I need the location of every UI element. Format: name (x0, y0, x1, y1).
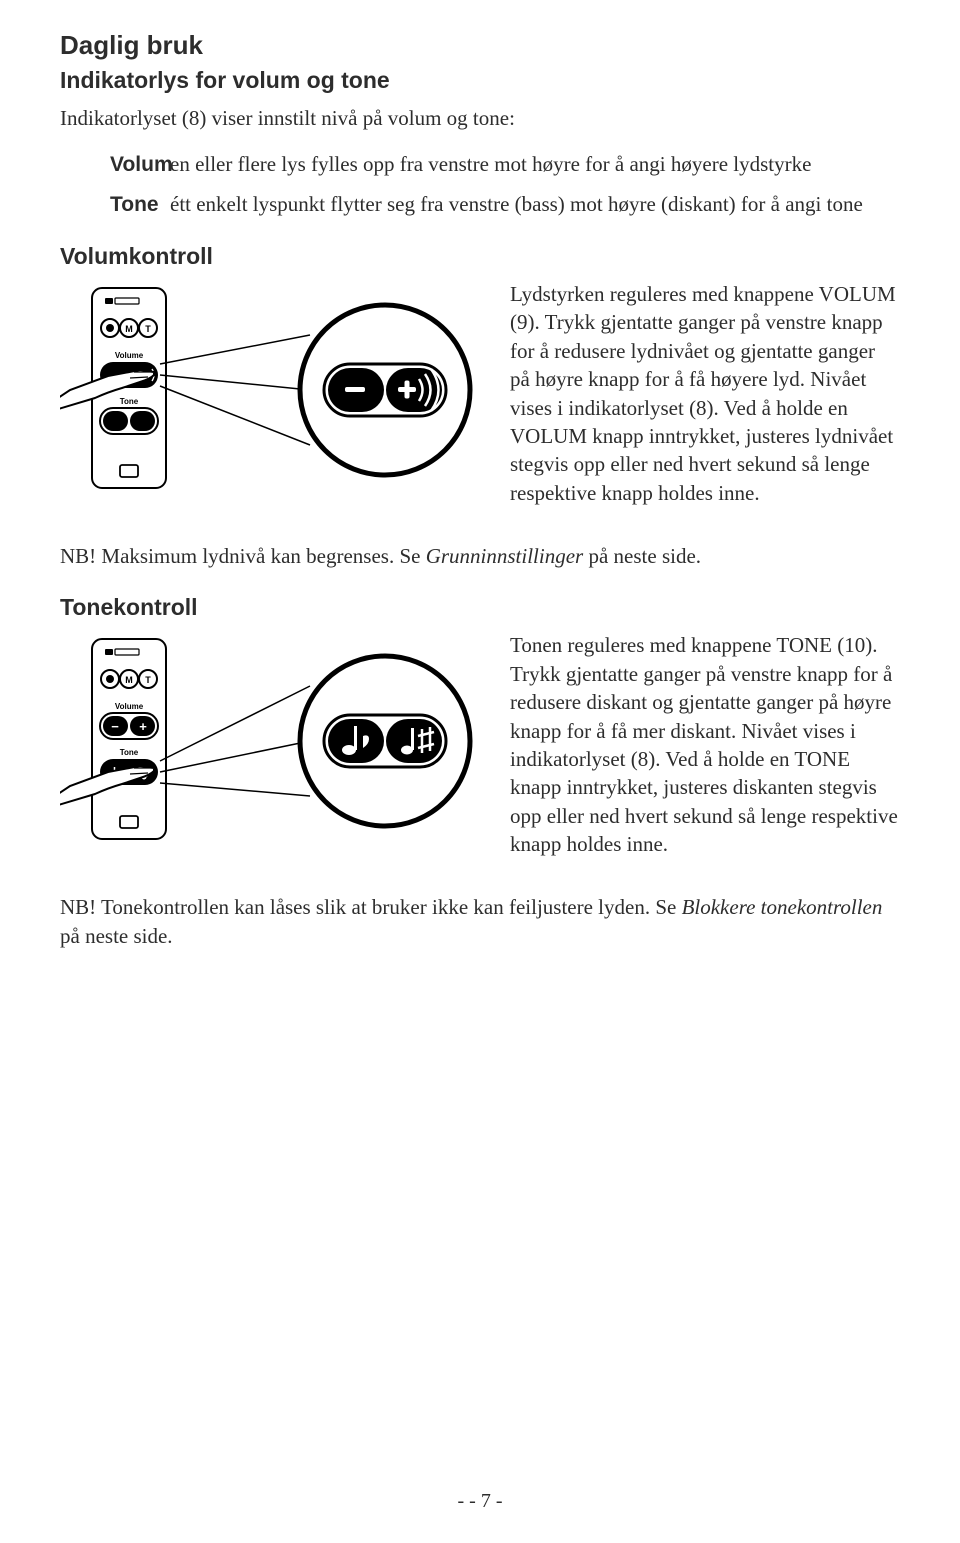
definition-row-volum: Volum en eller flere lys fylles opp fra … (60, 150, 900, 179)
nb-italic: Grunninnstillinger (426, 544, 584, 568)
definition-term: Tone (60, 190, 170, 219)
definition-desc: étt enkelt lyspunkt flytter seg fra vens… (170, 190, 900, 219)
zoom-circle-icon (300, 656, 470, 826)
svg-text:M: M (125, 675, 133, 685)
nb-italic: Blokkere tonekontrollen (682, 895, 883, 919)
tone-block: M T Volume − + Tone (60, 631, 900, 891)
nb-suffix: på neste side. (583, 544, 701, 568)
svg-text:Tone: Tone (120, 397, 139, 406)
page-number: - - 7 - (0, 1490, 960, 1513)
svg-text:Volume: Volume (115, 351, 144, 360)
svg-text:+: + (139, 719, 147, 734)
svg-text:−: − (111, 719, 119, 734)
svg-text:T: T (145, 324, 151, 334)
volum-body: Lydstyrken reguleres med knappene VOLUM … (510, 280, 900, 540)
volum-nb: NB! Maksimum lydnivå kan begrenses. Se G… (60, 542, 900, 570)
section-subtitle: Indikatorlys for volum og tone (60, 67, 900, 94)
definition-term: Volum (60, 150, 170, 179)
zoom-circle-icon (300, 305, 470, 475)
svg-text:Volume: Volume (115, 702, 144, 711)
svg-text:M: M (125, 324, 133, 334)
volum-block: M T Volume − + Tone (60, 280, 900, 540)
tone-diagram: M T Volume − + Tone (60, 631, 490, 891)
tone-nb: NB! Tonekontrollen kan låses slik at bru… (60, 893, 900, 950)
nb-suffix: på neste side. (60, 924, 173, 948)
tone-heading: Tonekontroll (60, 594, 900, 621)
definition-desc: en eller flere lys fylles opp fra venstr… (170, 150, 900, 179)
projection-lines-icon (160, 335, 310, 445)
nb-prefix: NB! Maksimum lydnivå kan begrenses. Se (60, 544, 426, 568)
svg-text:Tone: Tone (120, 748, 139, 757)
svg-text:T: T (145, 675, 151, 685)
definition-row-tone: Tone étt enkelt lyspunkt flytter seg fra… (60, 190, 900, 219)
tone-body: Tonen reguleres med knappene TONE (10). … (510, 631, 900, 891)
projection-lines-icon (160, 686, 310, 796)
volum-heading: Volumkontroll (60, 243, 900, 270)
nb-prefix: NB! Tonekontrollen kan låses slik at bru… (60, 895, 682, 919)
remote-icon: M T Volume − + Tone (92, 639, 166, 839)
intro-text: Indikatorlyset (8) viser innstilt nivå p… (60, 104, 900, 132)
volum-diagram: M T Volume − + Tone (60, 280, 490, 540)
page-title: Daglig bruk (60, 30, 900, 61)
